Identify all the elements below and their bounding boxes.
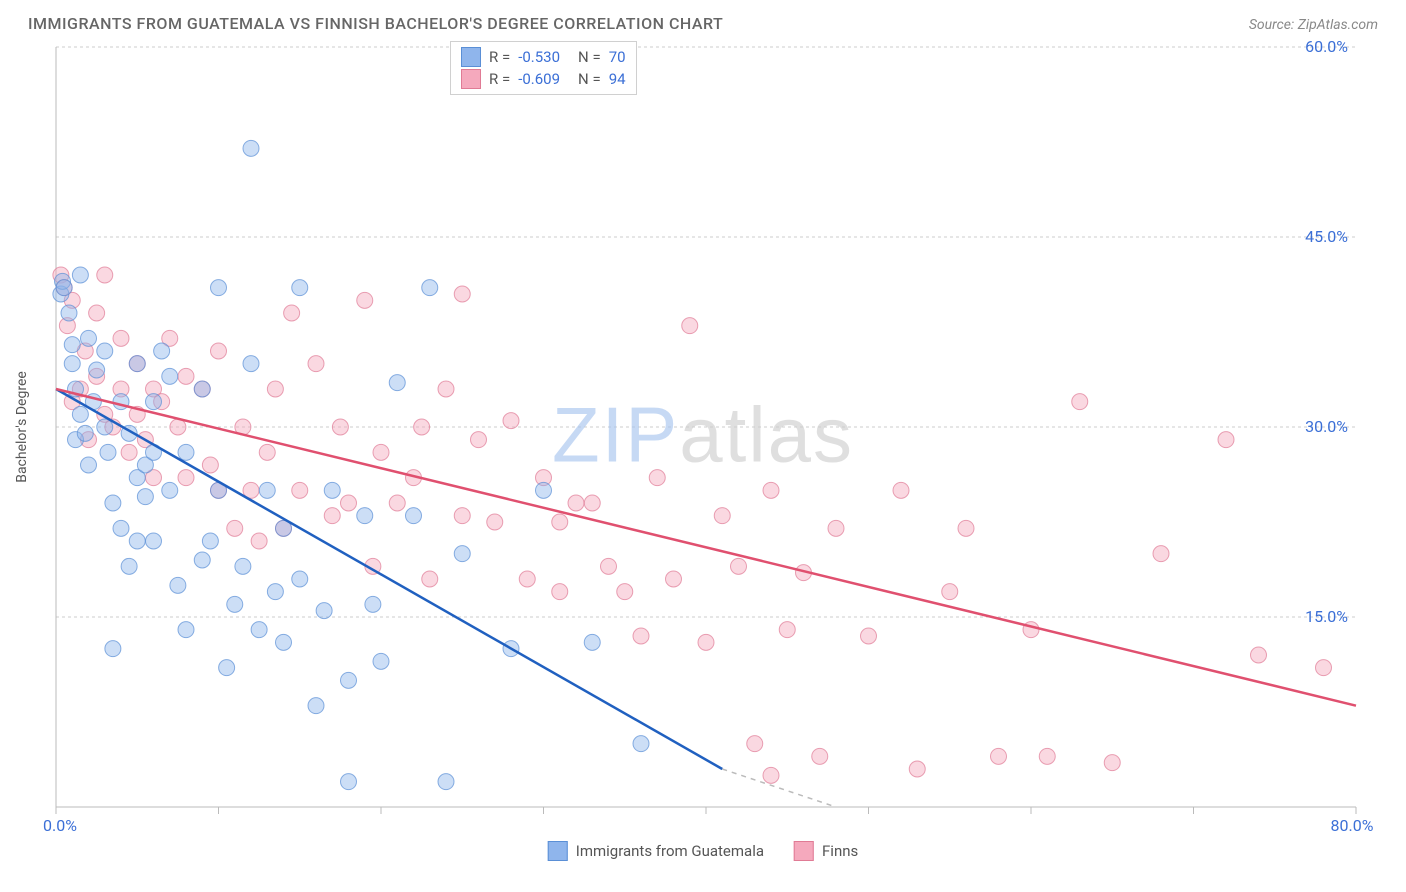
svg-text:60.0%: 60.0% — [1305, 37, 1348, 56]
legend-label: Finns — [822, 842, 858, 860]
n-value-finns: 94 — [609, 68, 626, 90]
legend-row-guatemala: R = -0.530 N = 70 — [461, 46, 626, 68]
legend-item-finns[interactable]: Finns — [794, 841, 858, 861]
svg-text:30.0%: 30.0% — [1305, 417, 1348, 436]
source-attribution: Source: ZipAtlas.com — [1249, 17, 1378, 33]
chart-area: 15.0% 30.0% 45.0% 60.0% 0.0% 80.0% Bachelor's … — [0, 37, 1406, 867]
scatter-chart: 15.0% 30.0% 45.0% 60.0% 0.0% 80.0% Bachelor's … — [0, 37, 1406, 867]
legend-item-guatemala[interactable]: Immigrants from Guatemala — [548, 841, 764, 861]
n-value-guatemala: 70 — [609, 46, 626, 68]
svg-text:0.0%: 0.0% — [43, 816, 77, 835]
swatch-icon — [794, 841, 814, 861]
svg-text:45.0%: 45.0% — [1305, 227, 1348, 246]
chart-title: IMMIGRANTS FROM GUATEMALA VS FINNISH BAC… — [28, 14, 723, 33]
legend-label: Immigrants from Guatemala — [576, 842, 764, 860]
svg-text:15.0%: 15.0% — [1305, 607, 1348, 626]
series-legend: Immigrants from Guatemala Finns — [548, 841, 859, 861]
r-value-guatemala: -0.530 — [518, 46, 560, 68]
swatch-guatemala — [461, 47, 481, 67]
svg-text:80.0%: 80.0% — [1331, 816, 1374, 835]
legend-row-finns: R = -0.609 N = 94 — [461, 68, 626, 90]
r-value-finns: -0.609 — [518, 68, 560, 90]
source-link[interactable]: ZipAtlas.com — [1298, 17, 1378, 33]
correlation-legend: R = -0.530 N = 70 R = -0.609 N = 94 — [450, 41, 637, 95]
swatch-icon — [548, 841, 568, 861]
svg-text:Bachelor's Degree: Bachelor's Degree — [14, 371, 30, 483]
swatch-finns — [461, 69, 481, 89]
